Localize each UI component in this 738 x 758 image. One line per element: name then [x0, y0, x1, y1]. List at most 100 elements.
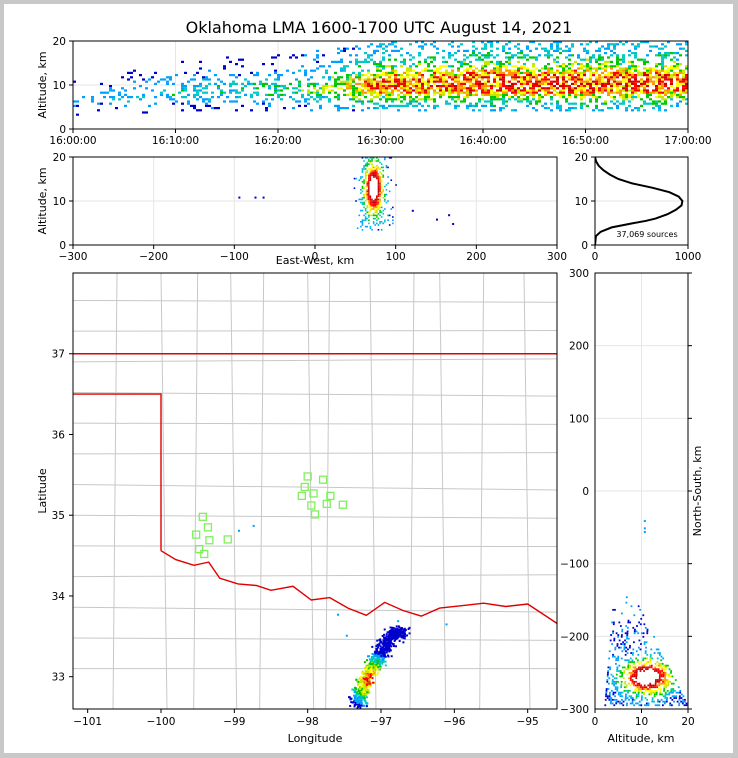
ew-height-density-cell — [374, 160, 377, 162]
time-height-density-cell — [469, 89, 472, 92]
time-height-density-cell — [436, 104, 439, 107]
time-height-density-cell — [619, 85, 622, 88]
ns-height-density-cell — [621, 691, 624, 694]
time-height-density-cell — [571, 87, 574, 90]
time-height-density-cell — [538, 43, 541, 46]
plan-view-source — [390, 626, 393, 629]
altitude-histogram-line — [595, 157, 684, 245]
time-height-density-cell — [454, 91, 457, 94]
time-height-density-cell — [349, 87, 352, 90]
time-height-density-cell — [517, 76, 520, 79]
time-height-density-cell — [295, 91, 298, 94]
plan-view-source — [364, 678, 367, 681]
time-height-density-cell — [532, 80, 535, 83]
time-height-density-cell — [469, 87, 472, 90]
time-height-density-cell — [181, 85, 184, 88]
time-height-density-cell — [91, 100, 94, 103]
time-height-density-cell — [550, 96, 553, 99]
time-height-density-cell — [430, 78, 433, 81]
ew-height-density-cell — [379, 222, 381, 225]
ew-height-density-cell — [371, 173, 373, 175]
ns-height-density-cell — [618, 621, 621, 624]
time-height-density-cell — [445, 100, 448, 103]
ns-height-density-cell — [641, 668, 644, 671]
time-height-density-cell — [532, 74, 535, 77]
time-height-density-cell — [604, 85, 607, 88]
time-height-density-cell — [364, 80, 367, 83]
time-height-density-cell — [634, 76, 637, 79]
ns-height-density-cell — [639, 688, 642, 690]
plan-view-source — [384, 664, 387, 667]
time-height-density-cell — [526, 100, 529, 103]
ns-height-density-cell — [660, 679, 663, 681]
ns-height-density-cell — [657, 677, 659, 680]
time-height-density-cell — [526, 96, 529, 99]
time-height-density-cell — [493, 78, 496, 81]
ns-height-density-cell — [673, 697, 676, 699]
time-height-density-cell — [196, 71, 199, 74]
time-height-density-cell — [421, 76, 424, 79]
ns-height-density-cell — [623, 643, 626, 645]
ns-height-density-cell — [613, 655, 616, 658]
time-height-density-cell — [403, 89, 406, 92]
ns-height-density-cell — [655, 668, 658, 671]
time-height-density-cell — [670, 89, 673, 92]
ns-height-density-cell — [664, 679, 666, 681]
ew-height-density-cell — [361, 201, 364, 204]
time-height-density-cell — [658, 104, 661, 107]
time-height-density-cell — [559, 96, 562, 99]
ns-height-density-cell — [616, 670, 619, 672]
ns-height-density-cell — [627, 637, 630, 640]
time-height-density-cell — [169, 78, 172, 81]
plan-view-source — [393, 637, 396, 640]
plan-view-source — [369, 660, 372, 663]
plan-view-source — [407, 628, 410, 631]
time-height-density-cell — [490, 82, 493, 85]
time-height-density-cell — [631, 89, 634, 92]
ns-height-density-cell — [685, 702, 688, 705]
time-height-density-cell — [205, 98, 208, 101]
time-height-density-cell — [352, 109, 355, 112]
time-height-density-cell — [454, 80, 457, 83]
time-height-density-cell — [436, 85, 439, 88]
time-height-density-cell — [517, 87, 520, 90]
time-height-density-cell — [385, 91, 388, 94]
time-height-density-cell — [493, 67, 496, 70]
time-height-density-cell — [670, 98, 673, 101]
time-height-density-cell — [454, 58, 457, 61]
time-height-density-cell — [139, 74, 142, 77]
time-height-density-cell — [631, 80, 634, 83]
plan-view-source — [359, 676, 362, 679]
time-height-density-cell — [358, 98, 361, 101]
time-height-density-cell — [376, 93, 379, 96]
ns-height-density-cell — [660, 675, 663, 678]
ns-height-density-cell — [655, 648, 658, 651]
time-height-density-cell — [283, 107, 286, 110]
time-height-density-cell — [127, 71, 130, 74]
ns-height-density-cell — [637, 673, 640, 676]
plan-view-source — [353, 700, 356, 703]
time-height-density-cell — [490, 109, 493, 112]
plan-view-source — [360, 672, 363, 675]
ew-height-density-cell — [388, 224, 391, 226]
ew-height-density-cell — [385, 165, 388, 167]
time-height-density-cell — [679, 93, 682, 96]
time-height-density-cell — [208, 104, 211, 107]
time-height-density-cell — [481, 69, 484, 72]
ns-height-density-cell — [640, 686, 642, 689]
time-height-density-cell — [622, 82, 625, 85]
plan-view-source — [381, 646, 384, 649]
time-height-density-cell — [607, 43, 610, 46]
time-height-density-cell — [322, 87, 325, 90]
time-height-density-cell — [673, 60, 676, 63]
time-height-density-cell — [670, 58, 673, 61]
time-height-density-cell — [664, 74, 667, 77]
plan-view-source — [388, 631, 391, 634]
ew-height-density-cell — [364, 209, 367, 212]
plan-view-source — [367, 667, 370, 670]
time-height-density-cell — [181, 102, 184, 105]
time-height-density-cell — [472, 52, 475, 55]
time-height-density-cell — [457, 85, 460, 88]
time-height-density-cell — [565, 80, 568, 83]
time-height-density-cell — [541, 76, 544, 79]
